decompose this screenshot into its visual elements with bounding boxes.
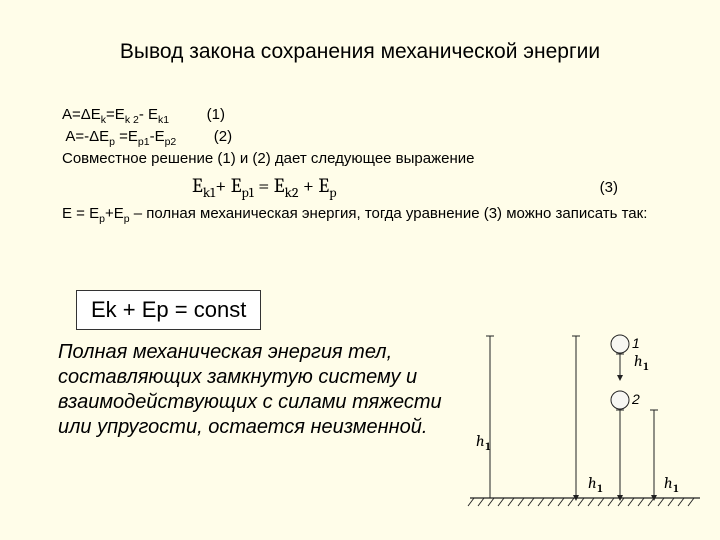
svg-text:h1: h1 (664, 474, 679, 495)
conservation-box: Ek + Ep = const (76, 290, 261, 330)
joint-text: Совместное решение (1) и (2) дает следую… (62, 149, 658, 169)
svg-text:h1: h1 (476, 432, 491, 453)
equation-1: A=ΔEk=Ek 2- Ek1 (1) (62, 105, 658, 127)
equation-2: A=-ΔEp =Ep1-Ep2 (2) (62, 127, 658, 149)
svg-text:2: 2 (631, 391, 640, 407)
conclusion-text: Полная механическая энергия тел, составл… (58, 340, 458, 440)
full-energy-text: E = Ep+Ep – полная механическая энергия,… (62, 204, 658, 226)
svg-text:h1: h1 (588, 474, 603, 495)
svg-text:1: 1 (632, 335, 640, 351)
equation-3: Ek1+ Ep1 = Ek2 + Ep (3) (62, 170, 658, 205)
page-title: Вывод закона сохранения механической эне… (0, 40, 720, 64)
derivation-text: A=ΔEk=Ek 2- Ek1 (1) A=-ΔEp =Ep1-Ep2 (2) … (62, 105, 658, 227)
svg-text:h1: h1 (634, 352, 649, 373)
energy-diagram: 1 2 h1 h1 h1 h1 (470, 330, 700, 530)
